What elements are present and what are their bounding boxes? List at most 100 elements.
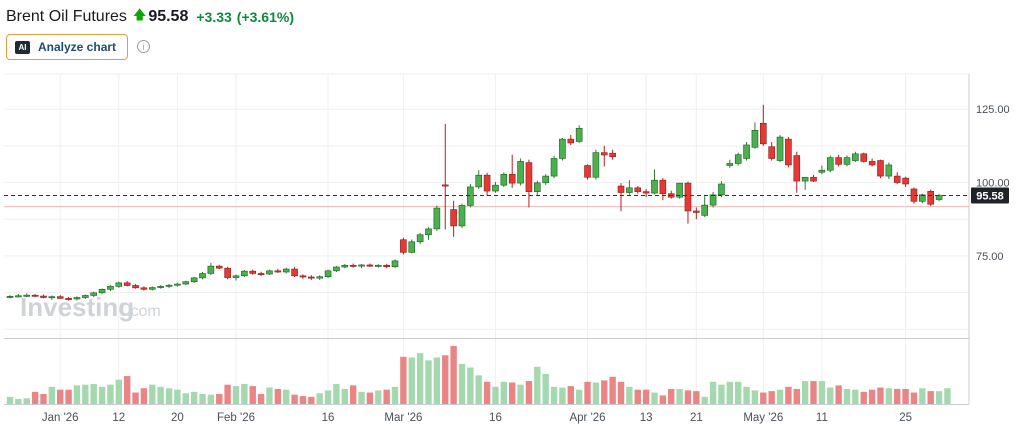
candle-body — [726, 163, 734, 166]
volume-bar — [316, 393, 323, 404]
last-price-tag-label: 95.58 — [976, 190, 1004, 202]
y-tick-label: 100.00 — [976, 178, 1010, 190]
volume-bar — [843, 388, 851, 404]
candle-body — [316, 276, 323, 279]
volume-bar — [224, 384, 231, 404]
volume-bar — [810, 381, 817, 404]
candle-body — [684, 182, 692, 212]
candle-body — [793, 155, 801, 182]
candle-body — [40, 295, 47, 298]
volume-bar — [190, 391, 198, 404]
volume-bar — [458, 363, 466, 404]
candle-body — [860, 153, 868, 162]
volume-bar — [542, 373, 549, 404]
volume-bar — [149, 384, 156, 404]
x-tick-label: 12 — [112, 412, 125, 424]
candle-body — [810, 176, 817, 182]
candle-body — [885, 164, 893, 177]
x-tick-label: 11 — [816, 412, 828, 424]
info-icon[interactable]: i — [137, 40, 150, 53]
last-price-tag — [971, 187, 1009, 204]
candle-body — [693, 210, 700, 213]
candle-body — [383, 264, 390, 268]
volume-bar — [776, 389, 784, 404]
ai-icon: AI — [15, 40, 30, 54]
y-tick-label: 125.00 — [976, 104, 1010, 116]
candle-body — [483, 174, 491, 192]
candle-body — [416, 234, 424, 243]
volume-bar — [48, 386, 56, 404]
volume-bar — [760, 392, 767, 404]
candle-body — [651, 179, 658, 194]
volume-bar — [534, 366, 541, 404]
candle-body — [107, 286, 114, 290]
volume-bar — [567, 386, 574, 404]
volume-bar — [575, 389, 583, 404]
candle-body — [567, 138, 575, 144]
volume-bar — [935, 391, 943, 404]
volume-bar — [299, 396, 307, 404]
x-tick-label: 16 — [322, 412, 335, 424]
candle-body — [140, 287, 148, 290]
volume-bar — [349, 385, 357, 404]
x-tick-label: 13 — [640, 412, 653, 424]
volume-bar — [425, 360, 432, 404]
candle-body — [467, 186, 474, 206]
volume-bar — [768, 391, 775, 404]
candle-body — [852, 153, 859, 161]
candle-body — [508, 174, 516, 184]
candle-body — [148, 287, 156, 290]
volume-bar — [877, 387, 884, 404]
candle-body — [701, 204, 709, 216]
candle-body — [718, 183, 725, 196]
volume-bar — [734, 381, 742, 404]
volume-bar — [174, 389, 181, 404]
volume-bar — [31, 391, 39, 404]
volume-bar — [333, 383, 340, 404]
candle-body — [500, 174, 508, 186]
volume-bar — [885, 388, 893, 404]
volume-bar — [57, 389, 64, 404]
volume-bar — [634, 389, 641, 404]
volume-bar — [617, 381, 625, 404]
candle-body — [299, 275, 307, 278]
candle-body — [492, 184, 499, 192]
volume-bar — [140, 388, 148, 404]
volume-bar — [308, 396, 315, 404]
last-price-line: 95.58 — [4, 187, 1009, 204]
candle-body — [743, 144, 750, 159]
candle-body — [559, 138, 566, 159]
candle-body — [475, 174, 483, 188]
volume-bar — [366, 392, 374, 404]
volume-bar — [6, 396, 14, 404]
candle-body — [893, 175, 901, 183]
volume-bar — [241, 383, 248, 404]
volume-bar — [157, 386, 164, 404]
candle-body — [257, 273, 265, 275]
x-axis: Jan '26 12 20 Feb '26 16 Mar '26 16 Apr '26 13 21… — [42, 412, 912, 424]
candle-body — [441, 184, 449, 187]
candle-body — [6, 296, 14, 298]
candle-body — [659, 179, 667, 194]
volume-bar — [668, 388, 675, 404]
candle-body — [450, 209, 457, 227]
volume-bar — [115, 379, 123, 404]
analyze-chart-button[interactable]: AI Analyze chart — [6, 34, 128, 60]
volume-bar — [199, 393, 206, 404]
volume-bar — [82, 384, 89, 404]
candle-body — [584, 165, 591, 178]
volume-bar — [860, 391, 867, 404]
candle-body — [341, 264, 349, 268]
candle-body — [190, 277, 198, 282]
candle-body — [115, 282, 123, 287]
volume-bar — [500, 381, 508, 404]
volume-bar — [291, 394, 298, 404]
candle-body — [157, 286, 164, 288]
y-tick-label: 75.00 — [976, 251, 1004, 263]
candle-body — [843, 157, 851, 165]
candle-body — [358, 264, 365, 267]
candle-body — [768, 146, 775, 159]
instrument-title: Brent Oil Futures — [6, 8, 127, 25]
volume-bar — [835, 385, 842, 404]
